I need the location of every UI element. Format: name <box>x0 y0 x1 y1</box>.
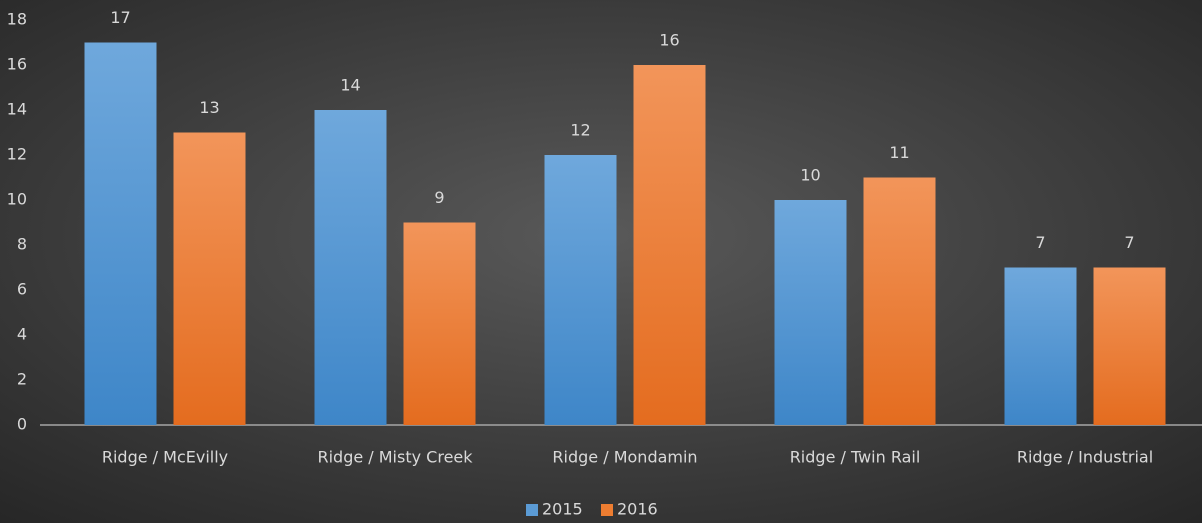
data-label: 10 <box>800 166 820 185</box>
y-tick-label: 6 <box>17 280 27 299</box>
legend-label: 2015 <box>542 500 583 519</box>
legend-swatch <box>526 504 538 516</box>
y-tick-label: 0 <box>17 415 27 434</box>
data-label: 7 <box>1035 233 1045 252</box>
bar <box>1004 267 1077 425</box>
bar <box>403 222 476 425</box>
bar <box>544 155 617 425</box>
data-label: 16 <box>659 31 679 50</box>
x-tick-label: Ridge / Misty Creek <box>317 448 473 467</box>
legend-label: 2016 <box>617 500 658 519</box>
y-tick-label: 16 <box>7 55 27 74</box>
bar <box>633 65 706 425</box>
data-label: 7 <box>1124 233 1134 252</box>
y-tick-label: 12 <box>7 145 27 164</box>
bar <box>774 200 847 425</box>
y-tick-label: 8 <box>17 235 27 254</box>
data-label: 9 <box>434 188 444 207</box>
data-label: 13 <box>199 98 219 117</box>
bar <box>314 110 387 425</box>
bar <box>84 42 157 425</box>
y-tick-label: 18 <box>7 10 27 29</box>
legend-swatch <box>601 504 613 516</box>
data-label: 17 <box>110 8 130 27</box>
y-tick-label: 4 <box>17 325 27 344</box>
data-label: 11 <box>889 143 909 162</box>
y-tick-label: 14 <box>7 100 27 119</box>
bar <box>173 132 246 425</box>
y-tick-label: 2 <box>17 370 27 389</box>
x-tick-label: Ridge / Industrial <box>1017 448 1153 467</box>
x-tick-label: Ridge / Mondamin <box>552 448 697 467</box>
x-tick-label: Ridge / McEvilly <box>102 448 228 467</box>
y-tick-label: 10 <box>7 190 27 209</box>
data-label: 12 <box>570 121 590 140</box>
bar <box>863 177 936 425</box>
data-label: 14 <box>340 76 360 95</box>
bar <box>1093 267 1166 425</box>
x-tick-label: Ridge / Twin Rail <box>790 448 921 467</box>
